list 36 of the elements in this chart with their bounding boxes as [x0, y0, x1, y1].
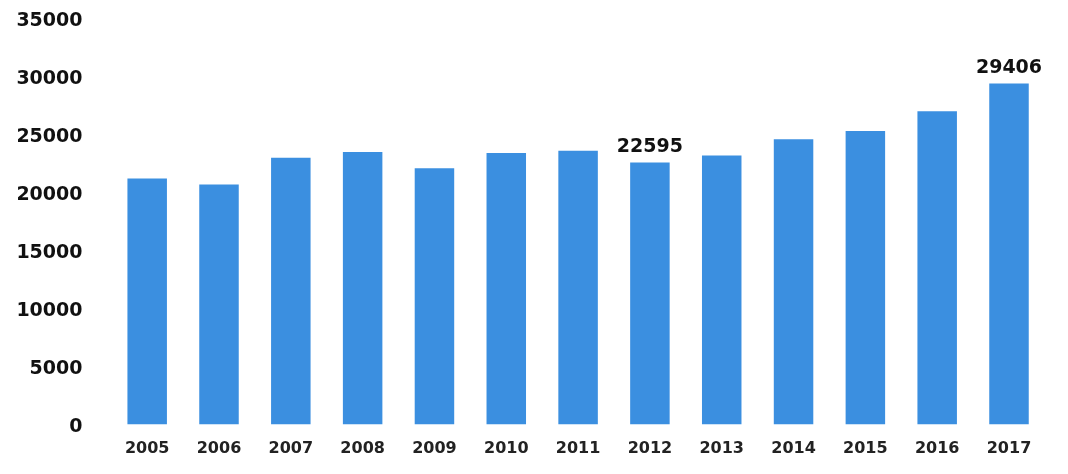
bar [127, 178, 167, 425]
y-tick-label: 10000 [16, 297, 83, 320]
x-tick-label: 2014 [771, 437, 816, 457]
x-tick-label: 2016 [914, 437, 960, 457]
x-tick-label: 2011 [555, 437, 601, 457]
y-tick-label: 30000 [16, 65, 83, 88]
x-tick-label: 2013 [699, 437, 744, 457]
bar [199, 184, 239, 425]
data-label: 22595 [616, 134, 683, 157]
bar [558, 150, 598, 425]
x-tick-label: 2012 [627, 437, 673, 457]
x-tick-label: 2009 [412, 437, 457, 457]
y-tick-label: 20000 [16, 181, 83, 204]
x-tick-label: 2010 [484, 437, 529, 457]
x-tick-label: 2008 [340, 437, 385, 457]
x-tick-label: 2006 [196, 437, 242, 457]
x-tick-label: 2015 [843, 437, 888, 457]
x-tick-label: 2007 [268, 437, 314, 457]
bar [630, 162, 670, 425]
bar [773, 139, 814, 425]
y-tick-label: 5000 [29, 355, 83, 378]
bar [342, 151, 383, 425]
bar [845, 131, 886, 425]
y-tick-label: 25000 [16, 123, 83, 146]
bar [701, 155, 742, 425]
y-tick-label: 35000 [16, 7, 83, 30]
bar [989, 83, 1029, 425]
x-tick-label: 2017 [986, 437, 1032, 457]
y-tick-label: 15000 [16, 239, 83, 262]
data-label: 29406 [975, 55, 1043, 78]
y-tick-label: 0 [69, 413, 83, 436]
bar [414, 168, 455, 425]
bar [271, 157, 311, 425]
x-tick-label: 2005 [124, 437, 170, 457]
bar [917, 111, 957, 425]
bar [486, 153, 527, 425]
